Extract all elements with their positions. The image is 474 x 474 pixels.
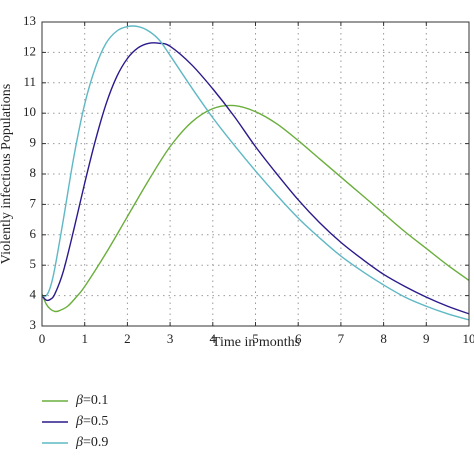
legend-value: =0.1 <box>83 393 108 408</box>
series-line-2 <box>42 42 469 315</box>
x-tick-label: 0 <box>39 331 46 346</box>
legend-entry-2: β=0.5 <box>42 414 108 429</box>
y-tick-label: 11 <box>23 74 36 89</box>
legend-symbol: β <box>75 435 83 450</box>
x-tick-label: 1 <box>81 331 88 346</box>
x-tick-label: 4 <box>210 331 217 346</box>
x-tick-label: 7 <box>338 331 345 346</box>
x-tick-label: 9 <box>423 331 430 346</box>
y-tick-label: 8 <box>30 165 37 180</box>
legend-symbol: β <box>75 414 83 429</box>
y-tick-label: 13 <box>23 13 36 28</box>
x-tick-labels: 0 1 2 3 4 5 6 7 8 9 10 <box>39 331 474 346</box>
y-tick-label: 4 <box>30 287 37 302</box>
x-tick-label: 3 <box>167 331 174 346</box>
series-layer <box>42 25 469 321</box>
grid-lines <box>42 22 469 326</box>
series-line-3 <box>42 25 469 321</box>
legend-label: β=0.1 <box>75 393 108 408</box>
y-tick-labels: 3 4 5 6 7 8 9 10 11 12 13 <box>23 13 37 332</box>
legend-value: =0.5 <box>83 414 108 429</box>
x-tick-label: 2 <box>124 331 131 346</box>
y-tick-label: 10 <box>23 104 36 119</box>
legend: β=0.1β=0.5β=0.9 <box>42 393 108 450</box>
y-axis-title: Violently infectious Populations <box>0 84 14 264</box>
plot-background <box>42 22 469 326</box>
y-tick-label: 6 <box>30 226 37 241</box>
y-tick-label: 12 <box>23 43 36 58</box>
x-tick-label: 5 <box>252 331 259 346</box>
y-tick-label: 3 <box>30 317 37 332</box>
series-line-1 <box>42 104 469 313</box>
y-tick-label: 7 <box>30 195 37 210</box>
tick-marks <box>41 21 470 327</box>
legend-label: β=0.9 <box>75 435 108 450</box>
x-tick-label: 6 <box>295 331 302 346</box>
legend-value: =0.9 <box>83 435 108 450</box>
legend-entry-3: β=0.9 <box>42 435 108 450</box>
x-tick-label: 10 <box>463 331 474 346</box>
y-tick-label: 9 <box>30 135 37 150</box>
x-tick-label: 8 <box>380 331 387 346</box>
legend-entry-1: β=0.1 <box>42 393 108 408</box>
x-axis-title: Time in months <box>212 335 300 350</box>
legend-label: β=0.5 <box>75 414 108 429</box>
y-tick-label: 5 <box>30 256 37 271</box>
legend-symbol: β <box>75 393 83 408</box>
